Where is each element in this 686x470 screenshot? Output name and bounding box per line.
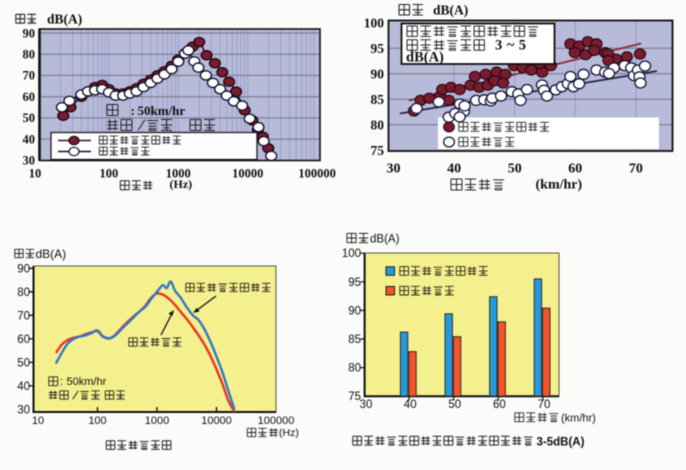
- svg-text:3~5: 3~5: [495, 38, 531, 54]
- svg-text:30: 30: [23, 154, 36, 168]
- svg-text:85: 85: [371, 92, 385, 107]
- svg-text:30: 30: [360, 399, 373, 411]
- svg-text:1000: 1000: [166, 167, 191, 181]
- svg-text:80: 80: [17, 287, 30, 299]
- svg-text:40: 40: [23, 132, 36, 146]
- svg-text:50km/hr: 50km/hr: [138, 103, 186, 118]
- svg-text:60: 60: [23, 90, 36, 104]
- svg-text:60: 60: [17, 334, 30, 346]
- svg-text:100: 100: [364, 15, 385, 30]
- svg-text:70: 70: [17, 310, 30, 322]
- svg-text:30: 30: [387, 162, 401, 177]
- svg-text:3-5dB(A): 3-5dB(A): [537, 437, 585, 449]
- svg-text:40: 40: [17, 381, 30, 393]
- svg-text:60: 60: [493, 399, 506, 411]
- svg-text:100: 100: [88, 415, 106, 427]
- svg-text:30: 30: [17, 404, 30, 416]
- svg-text:1000: 1000: [145, 415, 169, 427]
- svg-text:50: 50: [23, 111, 36, 125]
- svg-text:75: 75: [348, 391, 361, 403]
- svg-text:10: 10: [32, 415, 44, 427]
- svg-text:90: 90: [348, 305, 361, 317]
- svg-text:(km/hr): (km/hr): [536, 178, 583, 193]
- svg-text:10000: 10000: [201, 415, 232, 427]
- svg-text:70: 70: [538, 399, 551, 411]
- svg-text:10: 10: [29, 167, 42, 181]
- svg-text::: :: [131, 103, 135, 118]
- svg-text:100: 100: [100, 167, 119, 181]
- svg-text:100000: 100000: [298, 167, 336, 181]
- svg-text:70: 70: [629, 162, 643, 177]
- svg-text:40: 40: [447, 162, 461, 177]
- svg-text:90: 90: [17, 263, 30, 275]
- svg-text:85: 85: [348, 334, 361, 346]
- svg-text:80: 80: [23, 48, 36, 62]
- svg-text:75: 75: [371, 143, 385, 158]
- svg-text:(km/hr): (km/hr): [561, 413, 596, 425]
- svg-text:dB(A): dB(A): [433, 3, 468, 18]
- svg-text:95: 95: [348, 277, 361, 289]
- svg-text:90: 90: [23, 26, 36, 40]
- svg-text:60: 60: [568, 162, 582, 177]
- svg-text:80: 80: [348, 363, 361, 375]
- svg-text:50: 50: [448, 399, 461, 411]
- svg-text:100000: 100000: [258, 415, 295, 427]
- svg-text:80: 80: [371, 117, 385, 132]
- svg-text:50: 50: [508, 162, 522, 177]
- svg-text:dB(A): dB(A): [370, 234, 400, 246]
- svg-text::: :: [60, 376, 63, 388]
- svg-text:70: 70: [23, 69, 36, 83]
- svg-text:(Hz): (Hz): [170, 177, 193, 191]
- svg-text:50km/hr: 50km/hr: [67, 376, 107, 388]
- svg-text:(Hz): (Hz): [279, 427, 299, 439]
- svg-text:dB(A): dB(A): [47, 12, 82, 27]
- svg-text:50: 50: [17, 357, 30, 369]
- svg-text:90: 90: [371, 66, 385, 81]
- svg-text:100: 100: [342, 248, 361, 260]
- svg-text:40: 40: [404, 399, 417, 411]
- svg-text:dB(A): dB(A): [36, 247, 67, 261]
- svg-text:10000: 10000: [232, 167, 263, 181]
- svg-text:95: 95: [371, 41, 385, 56]
- svg-text:dB(A): dB(A): [406, 50, 444, 66]
